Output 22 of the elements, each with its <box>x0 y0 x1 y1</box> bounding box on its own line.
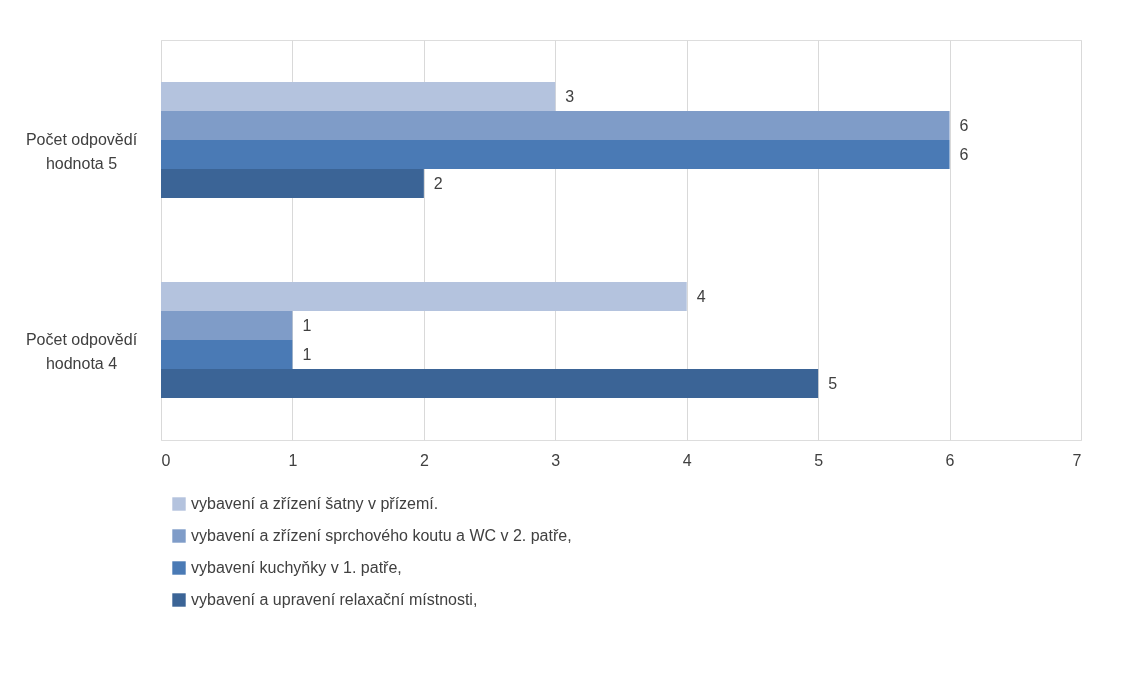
legend-label: vybavení a zřízení sprchového koutu a WC v 2. patře, <box>191 527 572 544</box>
x-tick-label: 0 <box>161 451 171 469</box>
data-label: 4 <box>696 287 706 305</box>
data-label: 6 <box>959 145 969 163</box>
x-tick-label: 1 <box>288 451 298 469</box>
data-label: 3 <box>565 87 575 105</box>
data-label: 5 <box>828 374 838 392</box>
x-tick-label: 5 <box>814 451 824 469</box>
x-tick-label: 4 <box>682 451 692 469</box>
x-tick-label: 7 <box>1072 451 1082 469</box>
data-label: 1 <box>302 316 312 334</box>
data-label: 6 <box>959 116 969 134</box>
x-tick-label: 6 <box>945 451 955 469</box>
y-tick-label: Počet odpovědí hodnota 5 <box>25 131 138 172</box>
data-label: 2 <box>433 174 443 192</box>
x-tick-label: 2 <box>419 451 429 469</box>
legend-label: vybavení a upravení relaxační místnosti, <box>191 591 478 608</box>
x-tick-label: 3 <box>551 451 561 469</box>
legend-label: vybavení a zřízení šatny v přízemí. <box>191 495 439 512</box>
y-tick-label: Počet odpovědí hodnota 4 <box>25 331 138 372</box>
data-label: 1 <box>302 345 312 363</box>
legend-label: vybavení kuchyňky v 1. patře, <box>191 559 402 576</box>
